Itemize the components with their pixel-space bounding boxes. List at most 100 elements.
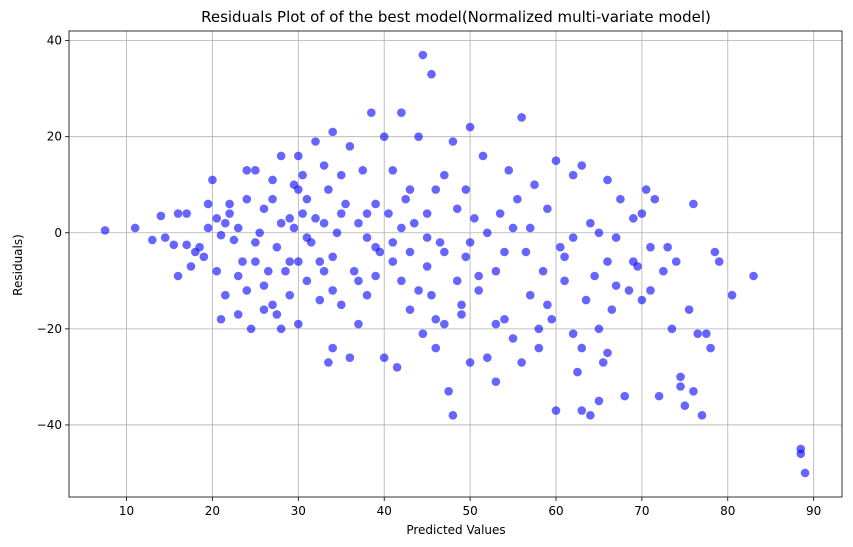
scatter-point	[603, 175, 612, 185]
scatter-point	[534, 324, 544, 334]
scatter-point	[474, 271, 483, 281]
scatter-point	[676, 372, 685, 382]
scatter-point	[452, 276, 462, 286]
scatter-point	[362, 290, 372, 300]
scatter-point	[684, 305, 694, 314]
scatter-point	[349, 266, 359, 276]
scatter-point	[431, 343, 441, 353]
scatter-point	[470, 214, 479, 223]
data-points	[100, 50, 810, 478]
scatter-point	[242, 194, 252, 204]
scatter-point	[680, 401, 690, 411]
scatter-point	[203, 223, 213, 233]
scatter-point	[659, 266, 668, 276]
scatter-point	[560, 252, 569, 262]
scatter-point	[272, 310, 282, 319]
x-axis-label: Predicted Values	[406, 523, 505, 537]
scatter-point	[302, 233, 312, 242]
scatter-point	[397, 108, 406, 117]
scatter-point	[577, 161, 587, 170]
scatter-point	[354, 319, 363, 329]
scatter-point	[547, 314, 556, 324]
scatter-point	[294, 151, 303, 161]
scatter-point	[324, 358, 333, 367]
scatter-point	[362, 233, 372, 242]
scatter-point	[628, 214, 638, 223]
x-tick-label: 50	[462, 504, 477, 518]
scatter-point	[697, 411, 707, 420]
scatter-point	[379, 132, 389, 141]
scatter-point	[371, 199, 380, 209]
scatter-point	[156, 211, 166, 221]
scatter-point	[581, 295, 591, 305]
grid	[69, 31, 842, 497]
x-tick-label: 70	[634, 504, 649, 518]
scatter-point	[603, 348, 612, 358]
scatter-point	[465, 238, 475, 247]
scatter-point	[233, 310, 243, 319]
scatter-point	[392, 362, 402, 372]
scatter-point	[461, 185, 471, 194]
scatter-point	[478, 151, 488, 161]
scatter-point	[225, 199, 234, 209]
scatter-point	[251, 238, 260, 247]
scatter-point	[276, 151, 286, 161]
scatter-point	[422, 262, 432, 271]
scatter-point	[208, 175, 217, 185]
scatter-point	[560, 276, 569, 286]
scatter-point	[281, 266, 290, 276]
scatter-point	[216, 230, 226, 240]
scatter-point	[315, 257, 325, 266]
scatter-point	[607, 305, 617, 314]
scatter-point	[504, 166, 514, 175]
scatter-point	[641, 185, 651, 194]
scatter-point	[414, 286, 423, 295]
scatter-point	[173, 209, 183, 218]
scatter-point	[427, 69, 436, 79]
y-axis-label: Residuals)	[11, 234, 25, 296]
scatter-point	[525, 290, 535, 300]
y-tick-label: 40	[47, 34, 62, 48]
scatter-point	[324, 185, 333, 194]
scatter-point	[246, 324, 256, 334]
scatter-point	[551, 406, 561, 415]
scatter-point	[508, 223, 518, 233]
scatter-point	[444, 387, 453, 396]
scatter-point	[405, 185, 415, 194]
scatter-point	[259, 204, 269, 214]
scatter-point	[311, 214, 320, 223]
scatter-point	[388, 166, 398, 175]
scatter-point	[521, 247, 531, 257]
scatter-point	[285, 257, 295, 266]
scatter-point	[500, 247, 509, 257]
scatter-point	[555, 242, 565, 252]
scatter-point	[319, 218, 329, 228]
scatter-point	[229, 235, 239, 245]
scatter-point	[221, 218, 230, 228]
scatter-point	[568, 170, 578, 180]
scatter-point	[538, 266, 548, 276]
scatter-point	[573, 367, 582, 377]
scatter-point	[298, 170, 307, 180]
scatter-point	[422, 233, 432, 242]
scatter-point	[568, 233, 578, 242]
scatter-point	[401, 194, 410, 204]
scatter-point	[637, 295, 647, 305]
scatter-point	[654, 391, 664, 401]
scatter-point	[611, 233, 621, 242]
scatter-point	[294, 185, 303, 194]
chart-title: Residuals Plot of of the best model(Norm…	[201, 8, 711, 26]
scatter-point	[221, 290, 230, 300]
scatter-point	[328, 286, 337, 295]
scatter-point	[358, 166, 368, 175]
scatter-point	[482, 228, 492, 238]
scatter-point	[384, 209, 393, 218]
scatter-point	[195, 242, 204, 252]
scatter-point	[388, 257, 398, 266]
y-tick-label: 20	[47, 130, 62, 144]
scatter-point	[517, 113, 526, 122]
scatter-point	[371, 271, 380, 281]
scatter-point	[710, 247, 720, 257]
scatter-point	[500, 314, 509, 324]
scatter-point	[259, 305, 269, 314]
